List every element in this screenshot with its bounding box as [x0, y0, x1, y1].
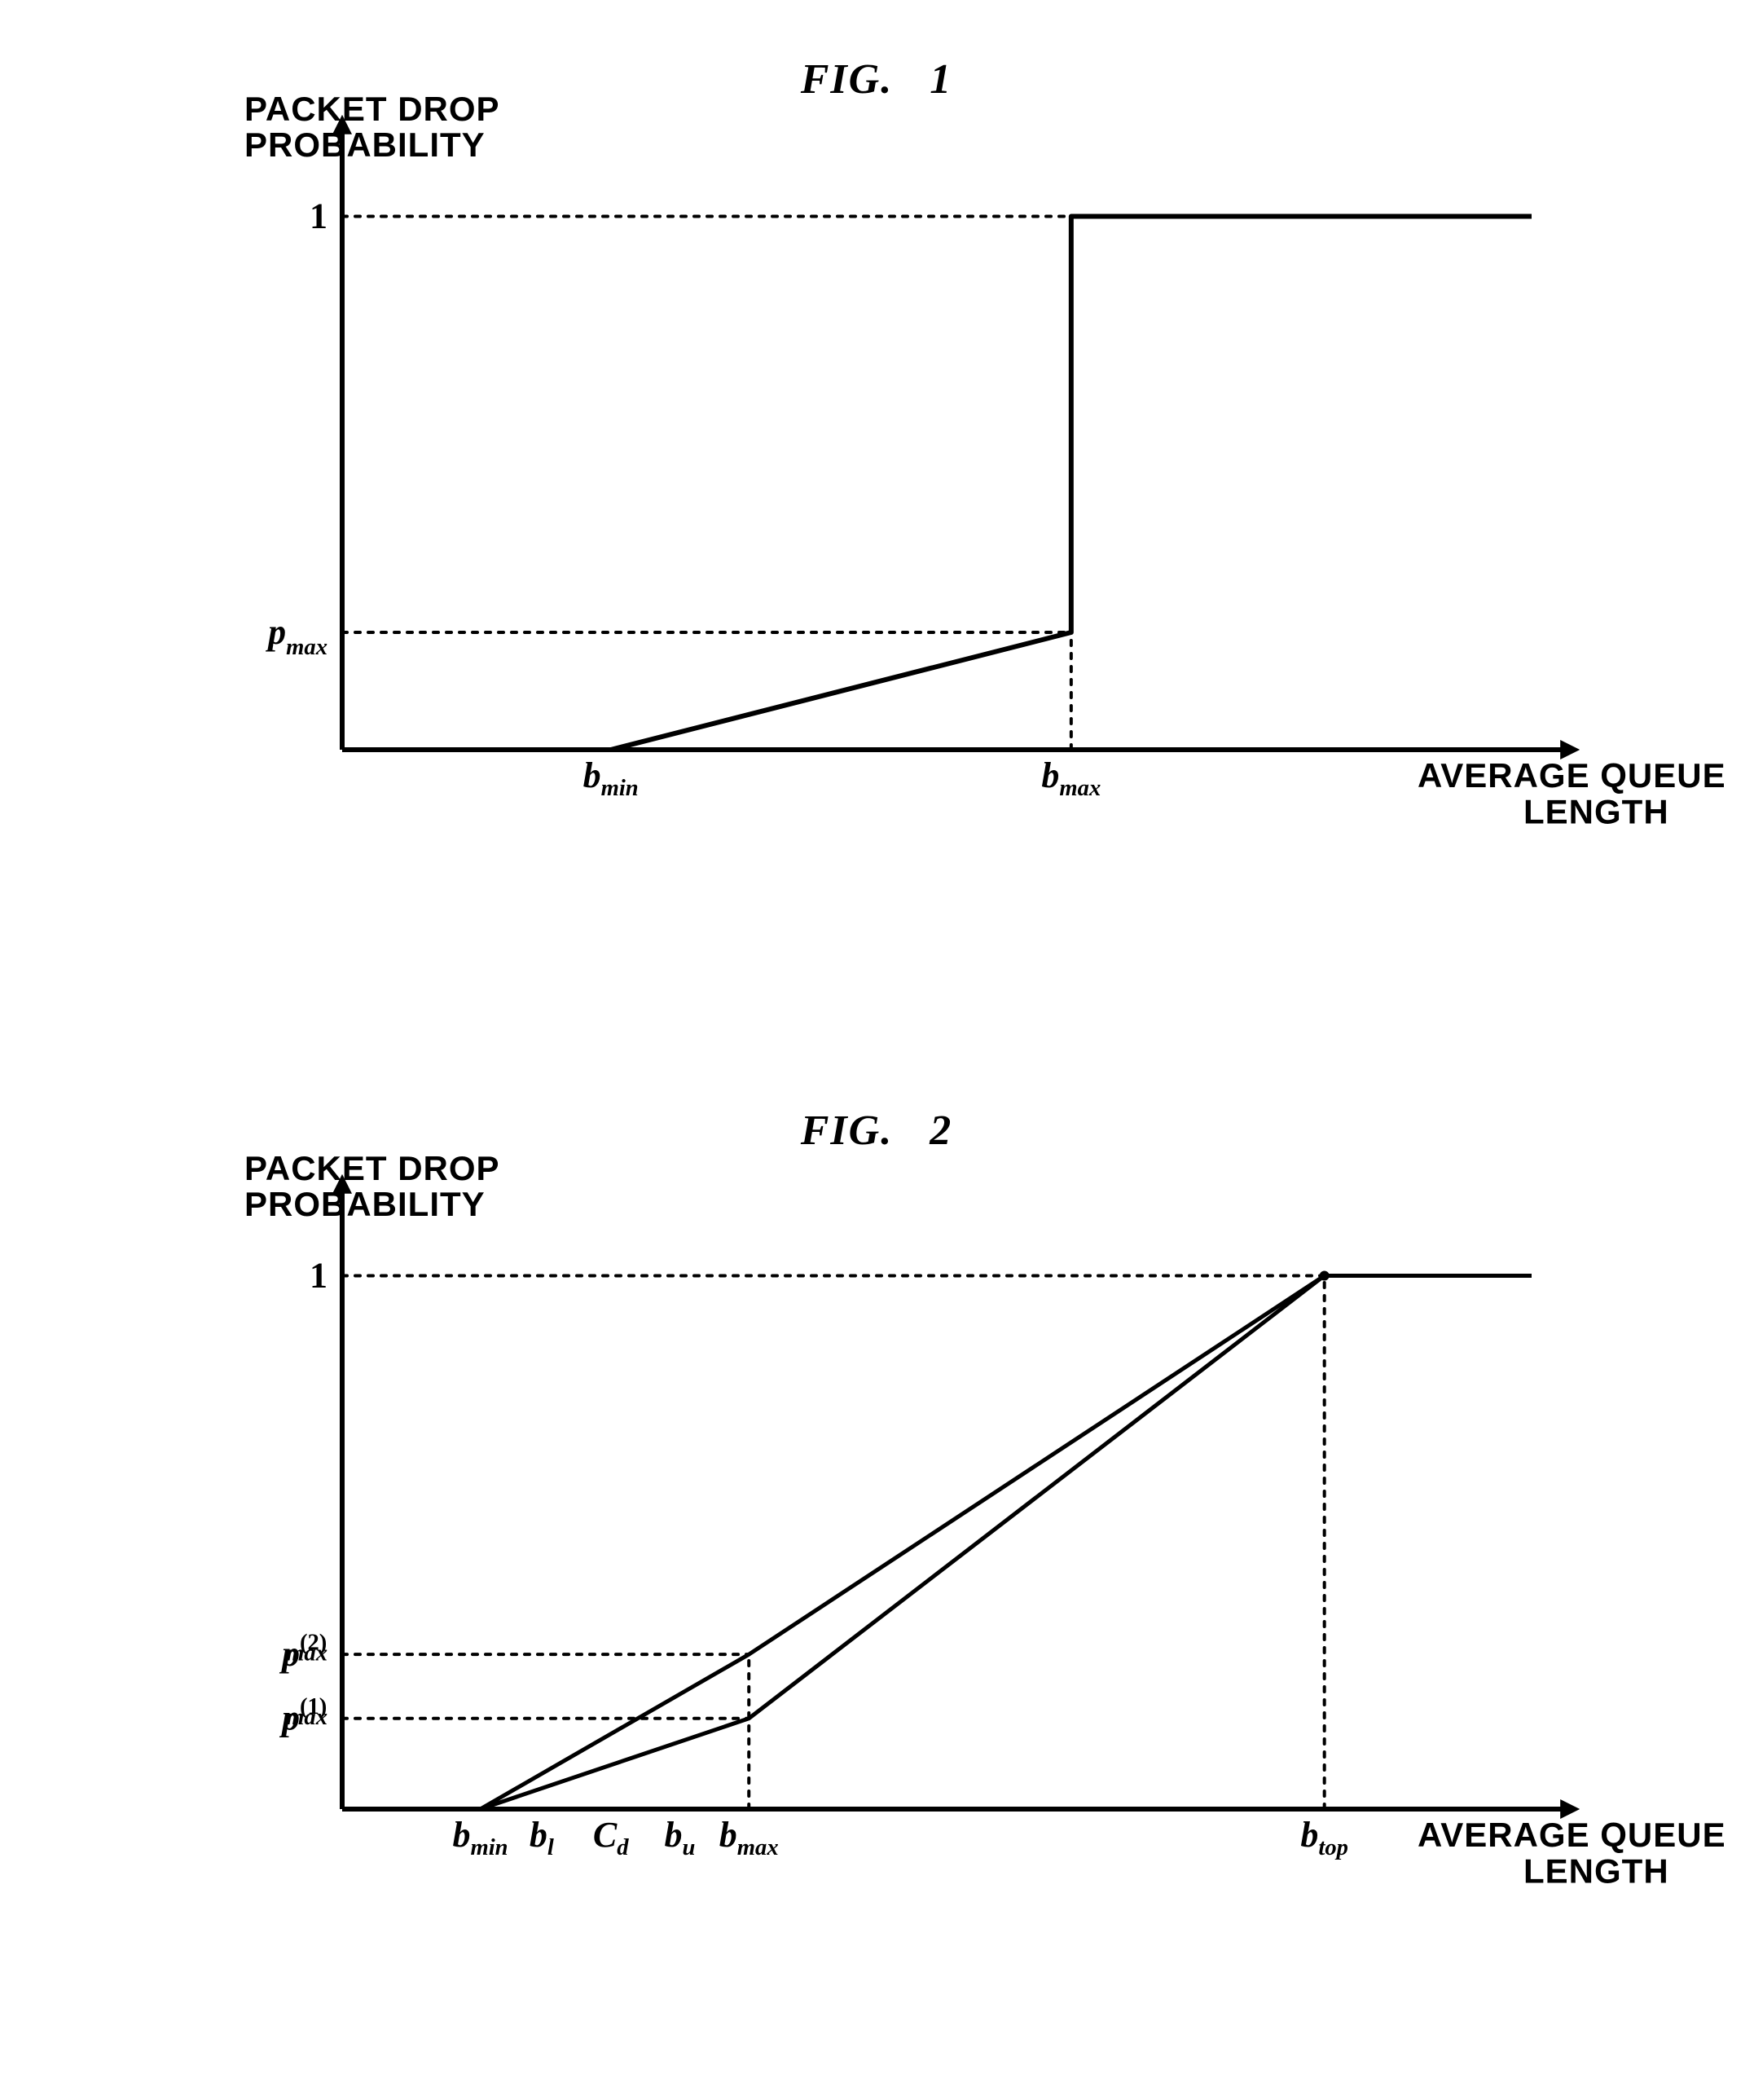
x-tick-label: bmax	[1041, 755, 1101, 801]
x-tick-label: bu	[664, 1815, 695, 1860]
x-tick-label: Cd	[593, 1815, 629, 1860]
x-axis-title: AVERAGE QUEUELENGTH	[1418, 756, 1726, 830]
x-tick-label: bmax	[719, 1815, 779, 1860]
fig2-chart: p(1)max p(2)max 1 bminbl Cdbubmax btop PACKET …	[179, 1125, 1743, 1931]
fig1-chart: pmax 1 bmin bmax PACKET DROPPROBABILITY AVERA…	[179, 65, 1743, 872]
y-tick-label: pmax	[265, 612, 328, 660]
y-axis-title: PACKET DROPPROBABILITY	[244, 1149, 500, 1223]
y-axis-title: PACKET DROPPROBABILITY	[244, 90, 500, 164]
y-tick-label: p(1)max	[279, 1694, 328, 1738]
x-tick-label: bl	[530, 1815, 554, 1860]
y-tick-label: 1	[310, 196, 328, 236]
x-tick-label: bmin	[453, 1815, 508, 1860]
y-tick-label: p(2)max	[279, 1630, 328, 1674]
x-axis-title: AVERAGE QUEUELENGTH	[1418, 1816, 1726, 1890]
x-tick-label: bmin	[583, 755, 639, 801]
x-tick-label: btop	[1300, 1815, 1348, 1860]
y-tick-label: 1	[310, 1255, 328, 1295]
